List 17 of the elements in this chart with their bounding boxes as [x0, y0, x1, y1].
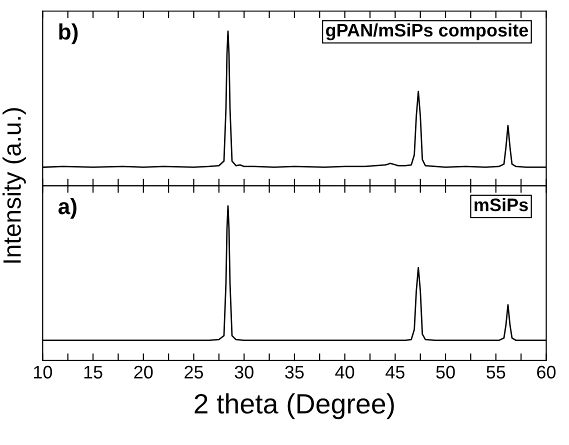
x-tick-label: 30: [234, 366, 254, 379]
x-tick-label: 55: [486, 366, 506, 379]
x-tick-label: 40: [335, 366, 354, 379]
x-tick-label: 45: [386, 366, 404, 379]
x-tick-label: 15: [84, 366, 102, 379]
y-axis-title: Intensity (a.u.): [2, 108, 26, 263]
x-axis-title: 2 theta (Degree): [194, 393, 394, 420]
x-tick-label: 60: [537, 366, 556, 379]
x-tick-label: 25: [184, 366, 204, 379]
annotation: b): [59, 23, 78, 44]
annotation: a): [58, 198, 76, 219]
legend-label: gPAN/mSiPs composite: [326, 23, 528, 40]
x-tick-label: 35: [285, 366, 304, 379]
x-tick-label: 10: [34, 366, 52, 379]
x-tick-label: 20: [134, 366, 153, 379]
x-tick-label: 50: [436, 366, 455, 379]
text: mSiPs: [474, 198, 528, 212]
